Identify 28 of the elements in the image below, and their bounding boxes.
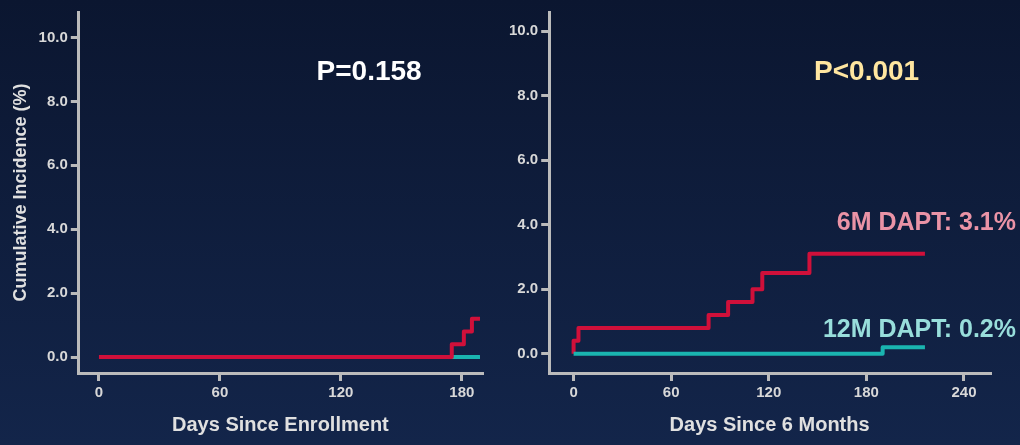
y-tick-label: 0.0: [46, 347, 68, 365]
x-tick-label: 180: [853, 383, 879, 401]
y-tick-label: 6.0: [517, 150, 539, 168]
y-tick-label: 0.0: [517, 343, 539, 361]
y-tick-label: 4.0: [46, 219, 68, 237]
y-axis-title: Cumulative Incidence (%): [9, 83, 30, 302]
y-tick-label: 4.0: [517, 214, 539, 232]
x-tick-label: 0: [94, 383, 104, 401]
y-tick-label: 2.0: [46, 283, 68, 301]
y-tick-label: 10.0: [508, 21, 539, 39]
x-tick-label: 180: [449, 383, 475, 401]
x-tick-label: 240: [951, 383, 977, 401]
x-tick-label: 60: [211, 383, 229, 401]
x-axis-title: Days Since Enrollment: [172, 412, 390, 435]
series-label: 12M DAPT: 0.2%: [822, 314, 1016, 343]
x-tick-label: 0: [569, 383, 578, 401]
x-tick-label: 120: [756, 383, 782, 401]
y-tick-label: 8.0: [517, 85, 539, 103]
annotation: P<0.001: [814, 54, 920, 86]
x-axis-title: Days Since 6 Months: [669, 412, 870, 435]
series-label: 6M DAPT: 3.1%: [836, 206, 1016, 235]
x-tick-label: 60: [662, 383, 680, 401]
y-tick-label: 10.0: [38, 27, 68, 45]
x-tick-label: 120: [328, 383, 354, 401]
annotation: P=0.158: [316, 54, 422, 86]
y-tick-label: 8.0: [46, 91, 68, 109]
y-tick-label: 2.0: [517, 279, 539, 297]
y-tick-label: 6.0: [46, 155, 68, 173]
